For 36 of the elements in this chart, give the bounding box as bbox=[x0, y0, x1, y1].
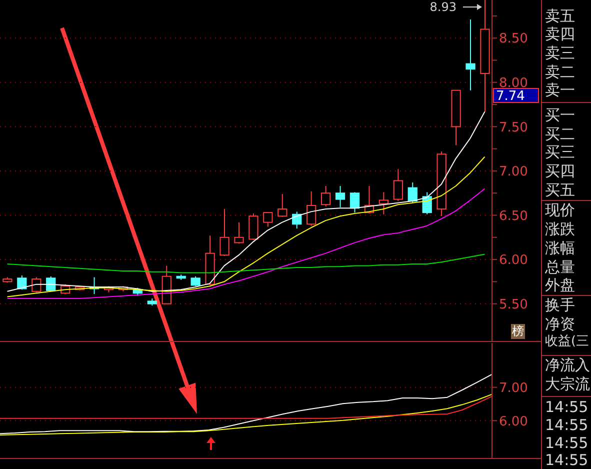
y-tick-label: 5.50 bbox=[499, 297, 528, 312]
y-tick-label: 8.50 bbox=[499, 32, 528, 47]
annotation: 8.93 bbox=[430, 0, 456, 14]
text: 买五 bbox=[545, 181, 575, 199]
text: 外盘 bbox=[545, 276, 575, 294]
text: 卖一 bbox=[545, 81, 575, 99]
text: 涨跌 bbox=[545, 220, 575, 238]
text: 净流入 bbox=[545, 356, 590, 374]
y-tick-label: 6.00 bbox=[499, 253, 528, 268]
text: 卖五 bbox=[545, 7, 575, 25]
text: 收益(三 bbox=[545, 333, 589, 351]
text: 14:55 bbox=[545, 416, 588, 434]
text: 买四 bbox=[545, 162, 575, 180]
text: 榜 bbox=[511, 324, 525, 339]
text: 卖四 bbox=[545, 25, 575, 43]
text: 现价 bbox=[545, 201, 575, 219]
text: 7.74 bbox=[493, 88, 539, 104]
y-tick-label: 7.50 bbox=[499, 120, 528, 136]
text: 总量 bbox=[545, 258, 575, 276]
y-tick-label: 7.00 bbox=[499, 164, 528, 180]
text: 14:55 bbox=[545, 434, 588, 452]
text: 卖三 bbox=[545, 44, 575, 62]
text: 买一 bbox=[545, 106, 575, 124]
text: 买三 bbox=[545, 143, 575, 161]
y-tick-label: 6.50 bbox=[499, 208, 528, 224]
text: 14:55 bbox=[545, 398, 588, 416]
text: 换手 bbox=[545, 296, 575, 314]
y-tick-label: 7.00 bbox=[499, 380, 528, 396]
y-tick-label: 8.00 bbox=[499, 76, 528, 91]
text: 大宗流 bbox=[545, 375, 590, 393]
text: 买二 bbox=[545, 125, 575, 143]
text: 14:55 bbox=[545, 451, 588, 469]
text: 卖二 bbox=[545, 63, 575, 81]
text: 净资 bbox=[545, 315, 575, 333]
text: 涨幅 bbox=[545, 239, 575, 257]
y-tick-label: 6.00 bbox=[499, 414, 528, 430]
